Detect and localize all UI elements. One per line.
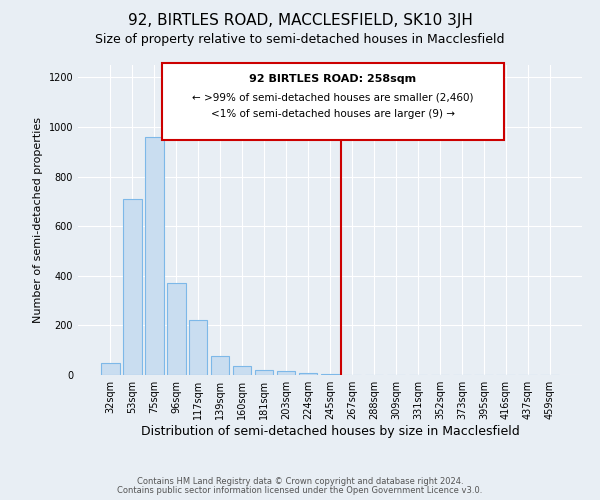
Text: Contains public sector information licensed under the Open Government Licence v3: Contains public sector information licen… (118, 486, 482, 495)
Bar (211, 356, 229, 375)
Bar (123, 199, 142, 375)
Text: 92 BIRTLES ROAD: 258sqm: 92 BIRTLES ROAD: 258sqm (250, 74, 416, 84)
Text: 92, BIRTLES ROAD, MACCLESFIELD, SK10 3JH: 92, BIRTLES ROAD, MACCLESFIELD, SK10 3JH (128, 12, 472, 28)
Text: ← >99% of semi-detached houses are smaller (2,460): ← >99% of semi-detached houses are small… (192, 92, 474, 102)
Bar (320, 374, 340, 375)
Bar (167, 283, 185, 375)
Bar (145, 137, 164, 375)
Bar (189, 320, 208, 375)
Bar (277, 372, 295, 375)
Text: <1% of semi-detached houses are larger (9) →: <1% of semi-detached houses are larger (… (211, 108, 455, 118)
Bar (101, 362, 119, 375)
X-axis label: Distribution of semi-detached houses by size in Macclesfield: Distribution of semi-detached houses by … (140, 425, 520, 438)
Bar (299, 372, 317, 375)
Bar (233, 366, 251, 375)
Text: Size of property relative to semi-detached houses in Macclesfield: Size of property relative to semi-detach… (95, 32, 505, 46)
Text: Contains HM Land Registry data © Crown copyright and database right 2024.: Contains HM Land Registry data © Crown c… (137, 477, 463, 486)
Y-axis label: Number of semi-detached properties: Number of semi-detached properties (33, 117, 43, 323)
Bar (255, 370, 274, 375)
